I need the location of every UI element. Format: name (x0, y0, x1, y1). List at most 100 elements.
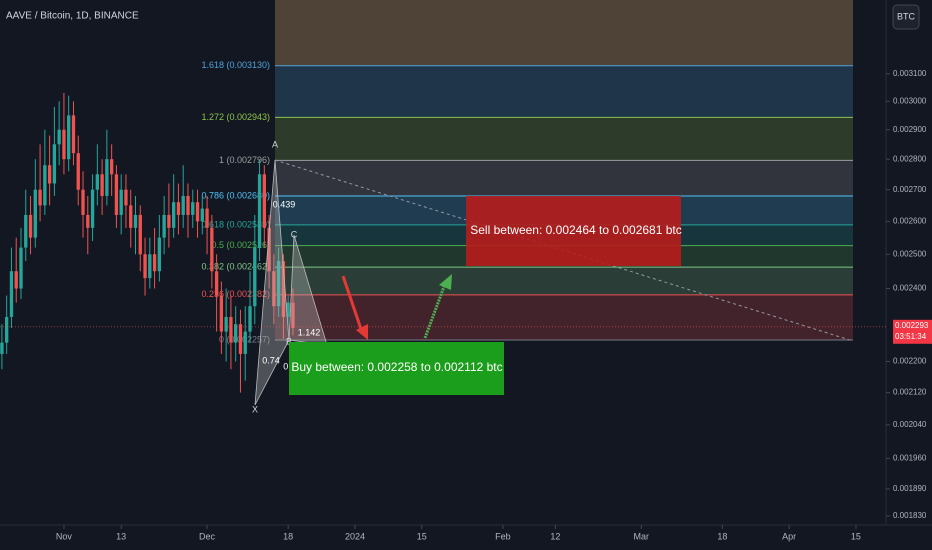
fib-zone (275, 65, 853, 118)
fib-zone (275, 160, 853, 196)
fib-zone (275, 117, 853, 161)
candle-body (105, 159, 109, 196)
fib-zone (275, 267, 853, 295)
candle-body (224, 316, 228, 332)
y-tick-label: 0.002800 (893, 154, 927, 163)
x-tick-label: Nov (56, 531, 73, 541)
candle-body (109, 159, 114, 175)
y-tick-label: 0.002040 (893, 420, 927, 429)
candle-body (272, 271, 276, 307)
candle-body (205, 208, 209, 228)
candle-body (152, 254, 157, 272)
countdown-label: 03:51:34 (895, 332, 927, 341)
candle-body (195, 202, 200, 222)
candle-body (124, 189, 128, 206)
candle-body (71, 115, 76, 154)
y-tick-label: 0.003100 (893, 69, 927, 78)
candle-body (171, 202, 176, 228)
candle-body (67, 115, 71, 160)
currency-text[interactable]: BTC (897, 11, 916, 21)
candle-body (47, 165, 52, 184)
arrow-up (423, 283, 447, 339)
candle-body (119, 189, 123, 215)
candle-body (76, 153, 80, 190)
candle-body (238, 324, 243, 354)
price-axis (886, 0, 932, 550)
candle-body (100, 174, 104, 196)
candle-body (129, 205, 133, 228)
x-tick-label: 15 (417, 531, 427, 541)
x-tick-label: 15 (851, 531, 861, 541)
fib-zone (275, 294, 853, 341)
point-label: A (272, 139, 278, 149)
fib-top-zone (275, 0, 853, 66)
candle-body (176, 202, 181, 215)
candle-body (214, 271, 219, 296)
buy-text: Buy between: 0.002258 to 0.002112 btc (291, 360, 502, 374)
last-price-label: 0.002293 (895, 321, 929, 330)
ratio-label: 0.74 (262, 355, 280, 365)
sell-text: Sell between: 0.002464 to 0.002681 btc (470, 223, 682, 237)
fib-label: 0.5 (0.002526) (211, 240, 270, 250)
ratio-label: 0.439 (273, 199, 296, 209)
candle-body (253, 247, 257, 307)
x-tick-label: Feb (495, 531, 511, 541)
y-tick-label: 0.001890 (893, 484, 927, 493)
candle-body (281, 261, 286, 317)
fib-label: 1.618 (0.003130) (201, 60, 270, 70)
y-tick-label: 0.002600 (893, 216, 927, 225)
candle-body (43, 165, 47, 206)
currency-button[interactable] (892, 4, 920, 30)
sell-box (466, 196, 681, 266)
y-tick-label: 0.001960 (893, 454, 927, 463)
candle-body (148, 254, 152, 279)
symbol-title: AAVE / Bitcoin, 1D, BINANCE (6, 11, 139, 22)
y-tick-label: 0.002500 (893, 249, 927, 258)
candle-body (286, 302, 290, 317)
x-tick-label: Dec (199, 531, 216, 541)
candle-body (19, 247, 23, 289)
pattern-xab (254, 159, 290, 406)
candle-body (90, 189, 95, 228)
candle-body (95, 174, 100, 190)
candle-body (81, 189, 85, 215)
candle-body (200, 208, 204, 222)
candle-body (33, 189, 37, 238)
candle-body (114, 174, 119, 215)
y-tick-label: 0.002200 (893, 357, 927, 366)
y-tick-label: 0.002400 (893, 284, 927, 293)
candle-body (143, 254, 147, 279)
fib-label: 0.618 (0.002589) (201, 219, 270, 229)
candle-body (191, 202, 195, 215)
candle-body (276, 261, 281, 307)
candle-body (162, 214, 166, 238)
x-tick-label: 18 (717, 531, 727, 541)
axes: 0.003100 0.003000 0.002900 0.002800 0.002700… (0, 69, 932, 541)
candle-body (9, 271, 14, 317)
candle-body (291, 302, 295, 328)
fib-zones: 1.618 (0.003130) 1.272 (0.002943) 1 (0.002… (201, 0, 853, 344)
fib-label: 0.786 (0.002680) (201, 190, 270, 200)
candle-body (257, 174, 262, 248)
y-tick-label: 0.002700 (893, 185, 927, 194)
fib-label: 0.382 (0.002462) (201, 261, 270, 271)
candle-body (28, 214, 33, 238)
point-label: B (286, 336, 292, 346)
candle-body (14, 271, 18, 289)
fib-label: 1 (0.002796) (219, 155, 270, 165)
candle-body (267, 227, 271, 272)
candle-body (62, 129, 66, 160)
candle-body (0, 342, 4, 354)
candle-body (181, 195, 185, 215)
candle-body (133, 214, 138, 228)
x-tick-label: 12 (550, 531, 560, 541)
fib-label: 0.236 (0.002382) (201, 289, 270, 299)
candle-body (219, 295, 224, 332)
candle-body (229, 316, 233, 343)
candle-body (234, 324, 238, 343)
x-tick-label: 2024 (345, 531, 365, 541)
candle-body (186, 195, 190, 215)
x-tick-label: 13 (116, 531, 126, 541)
